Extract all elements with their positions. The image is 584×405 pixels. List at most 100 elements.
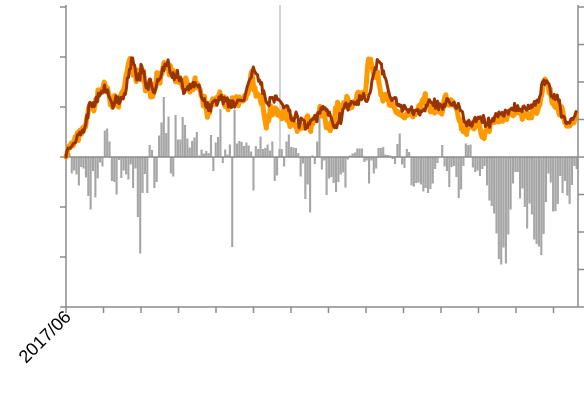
- bar: [403, 157, 406, 168]
- bar: [129, 157, 132, 165]
- bar: [285, 141, 288, 157]
- bar: [471, 157, 474, 168]
- bar: [172, 157, 175, 177]
- bar: [316, 141, 319, 157]
- bar: [368, 157, 371, 184]
- bar: [552, 157, 555, 212]
- bar: [259, 136, 262, 157]
- bar: [462, 157, 465, 166]
- bar: [233, 109, 236, 157]
- bar: [271, 141, 274, 157]
- bar: [391, 157, 394, 159]
- bar: [528, 157, 531, 204]
- bar: [493, 157, 496, 214]
- bar: [252, 157, 255, 191]
- brown-line-series: [64, 56, 578, 159]
- bar: [412, 157, 415, 187]
- bar: [441, 145, 444, 157]
- bar: [320, 157, 323, 170]
- axis-ticks: [60, 6, 584, 313]
- bar: [375, 157, 378, 169]
- bar: [507, 157, 510, 235]
- bar: [325, 157, 328, 195]
- bar: [77, 157, 80, 186]
- bar: [134, 157, 137, 169]
- bar: [436, 157, 439, 163]
- bar: [405, 149, 408, 157]
- bar: [136, 157, 139, 217]
- bar: [396, 144, 399, 157]
- bar: [176, 139, 180, 157]
- bar: [455, 157, 458, 177]
- bar: [87, 157, 90, 196]
- bar: [240, 142, 243, 157]
- bar: [561, 157, 564, 193]
- bar: [547, 157, 550, 174]
- bar: [516, 157, 519, 172]
- bar: [117, 157, 121, 160]
- bar: [360, 148, 364, 157]
- bar: [245, 142, 248, 157]
- bar: [273, 157, 276, 181]
- bar: [228, 144, 231, 157]
- bar: [431, 157, 434, 184]
- bar: [294, 148, 297, 157]
- bar: [535, 157, 538, 244]
- bar: [464, 143, 467, 157]
- bar: [235, 143, 238, 157]
- bar: [460, 157, 463, 190]
- bar: [186, 138, 189, 157]
- bar: [332, 157, 335, 183]
- bar: [120, 157, 123, 178]
- bar: [127, 157, 130, 180]
- bar: [299, 157, 302, 177]
- bar: [174, 115, 177, 157]
- bar: [94, 157, 97, 198]
- bar: [148, 145, 151, 157]
- bar: [424, 157, 427, 188]
- bar: [566, 157, 569, 196]
- bar: [292, 147, 295, 157]
- bar: [153, 157, 156, 188]
- bar: [280, 149, 283, 157]
- bar: [247, 145, 250, 157]
- bar: [297, 153, 300, 157]
- bar: [91, 157, 95, 171]
- bar: [327, 157, 331, 179]
- bar: [191, 141, 194, 157]
- bar: [108, 141, 111, 157]
- bar: [70, 157, 73, 174]
- bar: [155, 157, 158, 182]
- bar: [511, 157, 515, 184]
- bar: [356, 148, 359, 157]
- bar: [488, 157, 491, 201]
- bar: [504, 157, 507, 264]
- bar: [521, 157, 524, 189]
- bar: [370, 157, 373, 161]
- bar: [500, 157, 503, 265]
- bar: [110, 157, 113, 181]
- bar: [481, 157, 484, 169]
- bar: [467, 145, 470, 157]
- bar: [330, 157, 333, 177]
- bar: [372, 157, 375, 174]
- bar: [419, 157, 423, 185]
- bar: [169, 157, 172, 174]
- bar: [278, 149, 281, 157]
- bar: [226, 154, 229, 157]
- bar: [290, 147, 293, 157]
- bar: [443, 157, 446, 167]
- bar: [530, 157, 533, 215]
- bar: [393, 157, 397, 164]
- bar: [448, 157, 451, 187]
- bar: [540, 157, 543, 255]
- bar: [526, 157, 529, 229]
- bar: [82, 157, 85, 169]
- bar: [386, 155, 389, 157]
- bar: [537, 157, 541, 247]
- bar: [150, 150, 154, 157]
- bar: [377, 148, 380, 157]
- bar: [353, 152, 356, 157]
- bar: [214, 142, 217, 157]
- x-tick-label: 2017/06: [15, 307, 75, 367]
